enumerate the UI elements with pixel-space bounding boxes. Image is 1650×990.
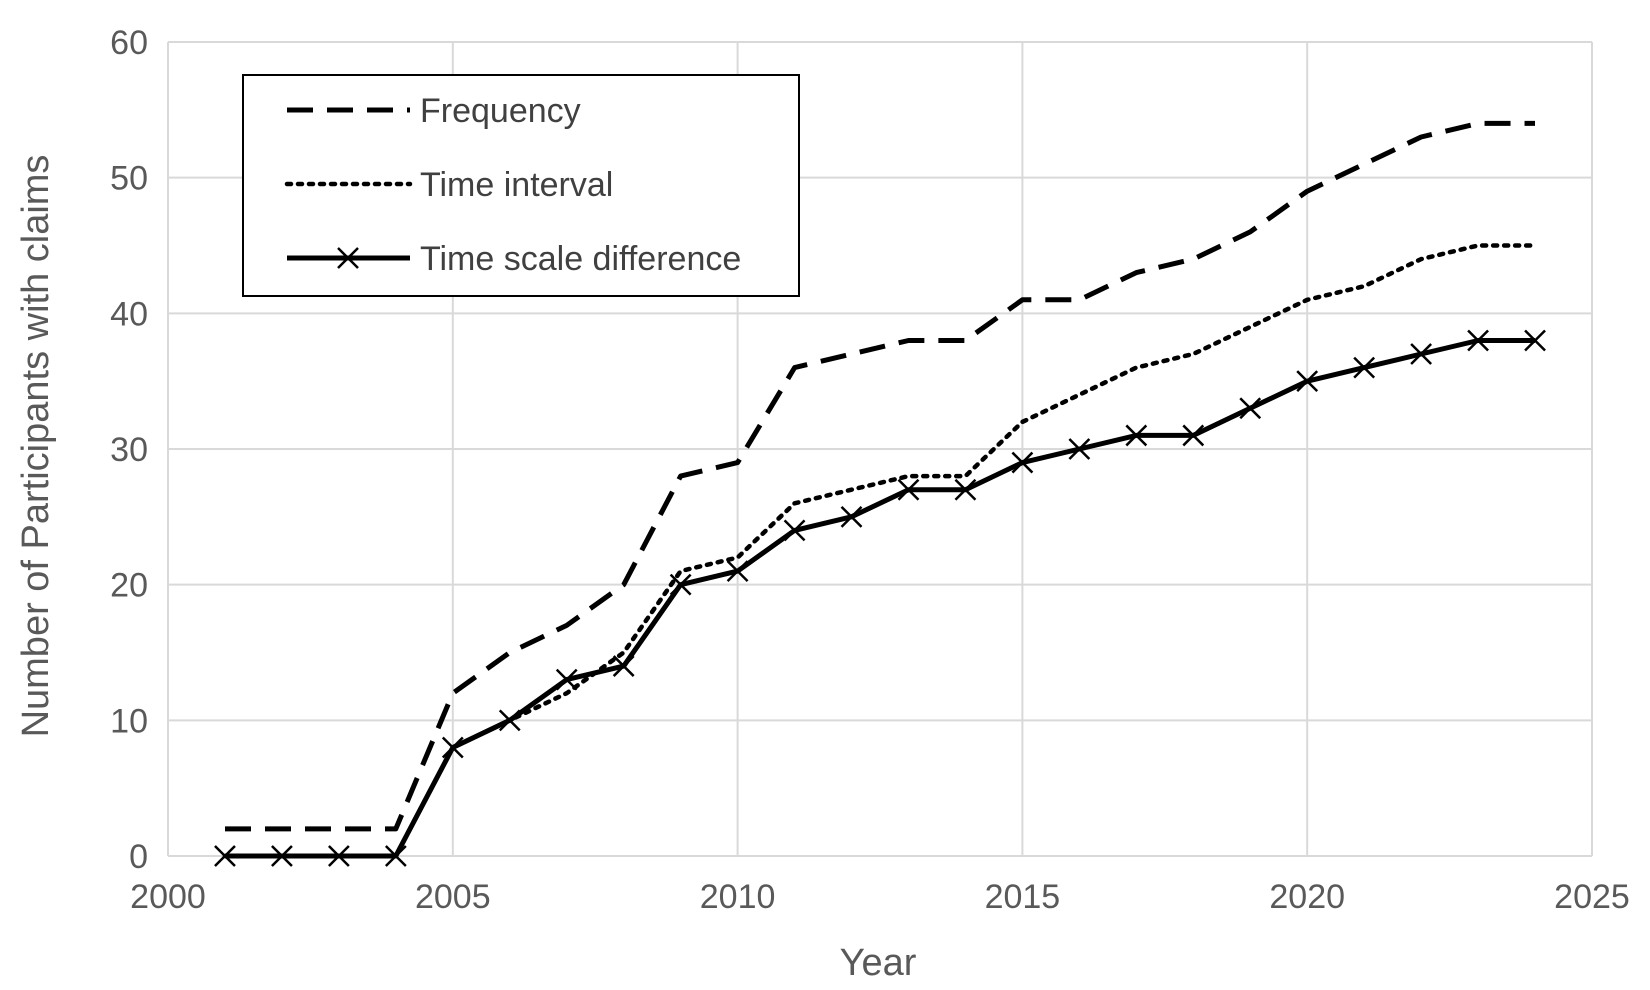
data-point-time-scale-difference [555,668,578,691]
marker-stroke [726,560,749,582]
data-point-time-scale-difference [783,519,806,542]
legend-marker-time-scale-difference [337,247,359,269]
marker-stroke [337,247,359,269]
marker-stroke [327,845,350,867]
x-tick-label: 2005 [415,878,491,916]
data-point-time-scale-difference [1353,356,1376,379]
data-point-time-scale-difference [1524,329,1546,352]
legend-label-time-scale-difference: Time scale difference [420,240,741,278]
data-point-time-scale-difference [1011,451,1034,474]
y-tick-label: 20 [110,567,148,605]
y-tick-label: 10 [110,702,148,740]
data-point-time-scale-difference [726,560,749,582]
marker-stroke [1182,424,1205,447]
y-axis-title: Number of Participants with claims [15,155,57,738]
marker-stroke [555,668,578,691]
y-tick-label: 40 [110,295,148,333]
series-lines [214,120,1546,867]
x-tick-label: 2025 [1554,878,1630,916]
marker-stroke [1410,343,1433,365]
marker-stroke [1125,424,1148,447]
marker-stroke [441,736,464,759]
marker-stroke [1353,356,1376,379]
y-tick-label: 0 [129,838,148,876]
marker-stroke [897,478,920,501]
series-line-time-scale-difference [225,338,1535,859]
data-point-time-scale-difference [1296,370,1319,393]
data-point-time-scale-difference [1182,424,1205,447]
x-tick-label: 2020 [1269,878,1345,916]
data-point-time-scale-difference [612,655,635,677]
series-line-frequency [225,120,1535,832]
marker-stroke [1239,397,1262,420]
marker-stroke [271,845,293,867]
x-tick-label: 2000 [130,878,206,916]
data-point-time-scale-difference [498,709,521,732]
y-tick-label: 30 [110,431,148,469]
marker-stroke [783,519,806,542]
data-point-time-scale-difference [384,845,407,867]
marker-stroke [669,573,692,596]
tick-labels: 0 10 20 30 40 50 60 2000 2005 2010 2015 2020 2025 [110,24,1630,916]
data-point-time-scale-difference [327,845,350,867]
marker-stroke [612,655,635,677]
x-tick-label: 2010 [700,878,776,916]
data-point-time-scale-difference [669,573,692,596]
marker-stroke [1467,329,1489,352]
data-point-time-scale-difference [897,478,920,501]
legend-label-frequency: Frequency [420,92,581,130]
data-point-time-scale-difference [1467,329,1489,352]
data-point-time-scale-difference [1410,343,1433,365]
marker-stroke [498,709,521,732]
data-point-time-scale-difference [271,845,293,867]
marker-stroke [840,505,863,528]
y-tick-label: 60 [110,24,148,62]
x-axis-title: Year [840,942,917,984]
data-point-time-scale-difference [1068,438,1091,460]
marker-stroke [1296,370,1319,393]
marker-stroke [1068,438,1091,460]
marker-stroke [1524,329,1546,352]
data-point-time-scale-difference [840,505,863,528]
data-point-time-scale-difference [1125,424,1148,447]
marker-stroke [1011,451,1034,474]
data-point-time-scale-difference [954,478,977,501]
legend: Frequency Time interval Time scale differe… [242,74,800,297]
legend-label-time-interval: Time interval [420,166,613,204]
data-point-time-scale-difference [1239,397,1262,420]
y-tick-label: 50 [110,160,148,198]
marker-stroke [214,845,236,867]
marker-stroke [954,478,977,501]
data-point-time-scale-difference [214,845,236,867]
marker-stroke [384,845,407,867]
x-tick-label: 2015 [985,878,1061,916]
data-point-time-scale-difference [441,736,464,759]
